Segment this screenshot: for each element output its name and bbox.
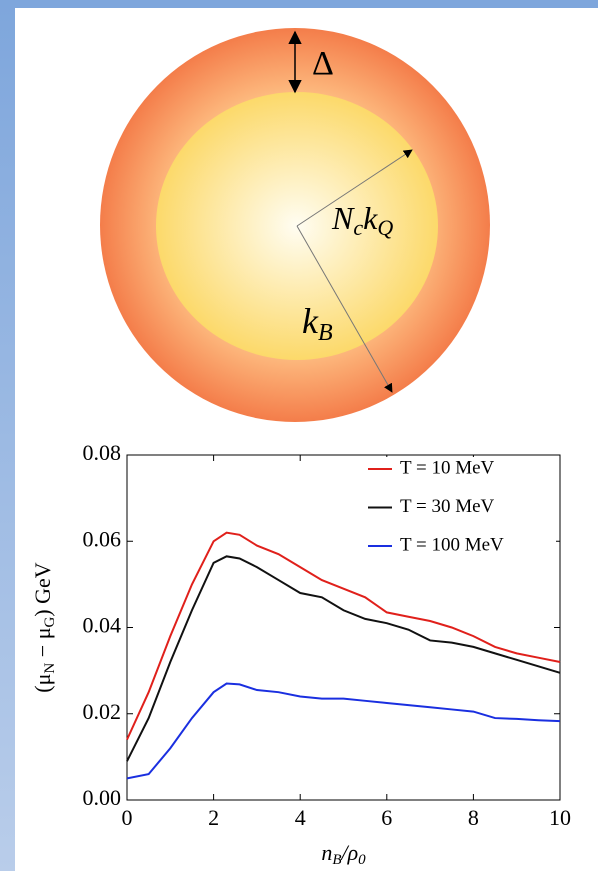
slide: Δ NckQ kB 0.000.020.040.060.080246810nB/… — [0, 0, 598, 871]
y-tick-label: 0.08 — [83, 440, 122, 465]
label-sub: 0 — [358, 852, 366, 868]
label-sub: B — [332, 852, 341, 868]
label-part: ) GeV — [30, 562, 55, 616]
y-tick-label: 0.04 — [83, 613, 122, 638]
label-part: k — [363, 200, 378, 236]
x-tick-label: 4 — [295, 805, 306, 830]
label-part: /ρ — [340, 840, 359, 865]
x-tick-label: 8 — [468, 805, 479, 830]
label-part: n — [321, 840, 332, 865]
x-tick-label: 6 — [381, 805, 392, 830]
y-tick-label: 0.06 — [83, 526, 122, 551]
legend-label: T = 10 MeV — [400, 457, 495, 478]
x-tick-label: 2 — [208, 805, 219, 830]
legend-label: T = 30 MeV — [400, 496, 495, 517]
x-tick-label: 10 — [549, 805, 571, 830]
y-tick-label: 0.02 — [83, 699, 122, 724]
x-tick-label: 0 — [122, 805, 133, 830]
label-sub: Q — [377, 215, 393, 240]
label-sub: N — [42, 663, 58, 674]
label-sub: B — [318, 320, 333, 346]
y-tick-label: 0.00 — [83, 785, 122, 810]
legend-label: T = 100 MeV — [400, 534, 504, 555]
label-sub: G — [42, 617, 58, 628]
label-part: (μ — [30, 674, 55, 693]
page: Δ NckQ kB 0.000.020.040.060.080246810nB/… — [0, 0, 598, 871]
label-part: k — [302, 301, 319, 341]
label-part: − μ — [30, 628, 55, 663]
label-sub: c — [353, 215, 363, 240]
label-part: N — [331, 200, 355, 236]
delta-label: Δ — [312, 45, 334, 82]
